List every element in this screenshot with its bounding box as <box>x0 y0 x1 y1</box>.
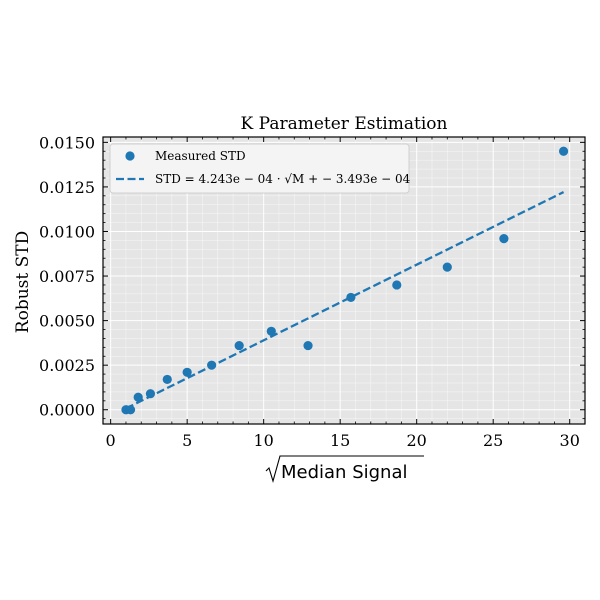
x-tick-label: 20 <box>407 431 427 450</box>
data-point <box>266 326 276 336</box>
legend-label-fit: STD = 4.243e − 04 · √M + − 3.493e − 04 <box>155 172 411 186</box>
y-tick-label: 0.0100 <box>39 222 95 241</box>
y-tick-label: 0.0125 <box>39 178 95 197</box>
data-point <box>125 405 136 415</box>
y-axis-label: Robust STD <box>13 231 33 333</box>
plot-area: 0 5 10 15 20 25 30 0.0000 0.0025 0.0050 0.0075 0.01… <box>39 133 586 450</box>
x-tick-label: 0 <box>106 431 116 450</box>
data-point <box>346 292 356 303</box>
x-axis-label-text: Median Signal <box>281 462 407 483</box>
x-tick-label: 5 <box>182 431 192 450</box>
data-point <box>303 340 313 351</box>
legend-marker-scatter <box>125 151 135 161</box>
data-point <box>182 367 192 377</box>
data-point <box>392 280 402 290</box>
data-point <box>133 392 143 402</box>
y-tick-label: 0.0150 <box>39 133 95 152</box>
y-tick-label: 0.0050 <box>39 312 95 331</box>
data-point <box>145 389 156 399</box>
chart-title: K Parameter Estimation <box>241 114 448 134</box>
legend-box <box>109 143 410 194</box>
y-tick-label: 0.0000 <box>39 401 95 420</box>
x-tick-label: 10 <box>253 431 273 450</box>
data-point <box>234 340 244 351</box>
y-tick-label: 0.0025 <box>39 356 95 375</box>
data-point <box>558 146 569 156</box>
data-point <box>162 374 172 385</box>
legend: Measured STD STD = 4.243e − 04 · √M + − 3… <box>109 143 411 194</box>
x-tick-label: 25 <box>483 431 503 450</box>
x-tick-label: 15 <box>330 431 350 450</box>
legend-label-scatter: Measured STD <box>155 149 246 163</box>
plot-frame <box>102 136 586 425</box>
data-point <box>207 360 217 370</box>
y-tick-label: 0.0075 <box>39 267 95 286</box>
fit-line <box>125 191 565 410</box>
data-point <box>442 262 452 272</box>
sqrt-symbol <box>265 455 424 483</box>
x-tick-label: 30 <box>560 431 580 450</box>
data-point <box>499 234 509 244</box>
x-axis-label: Median Signal <box>265 455 424 483</box>
